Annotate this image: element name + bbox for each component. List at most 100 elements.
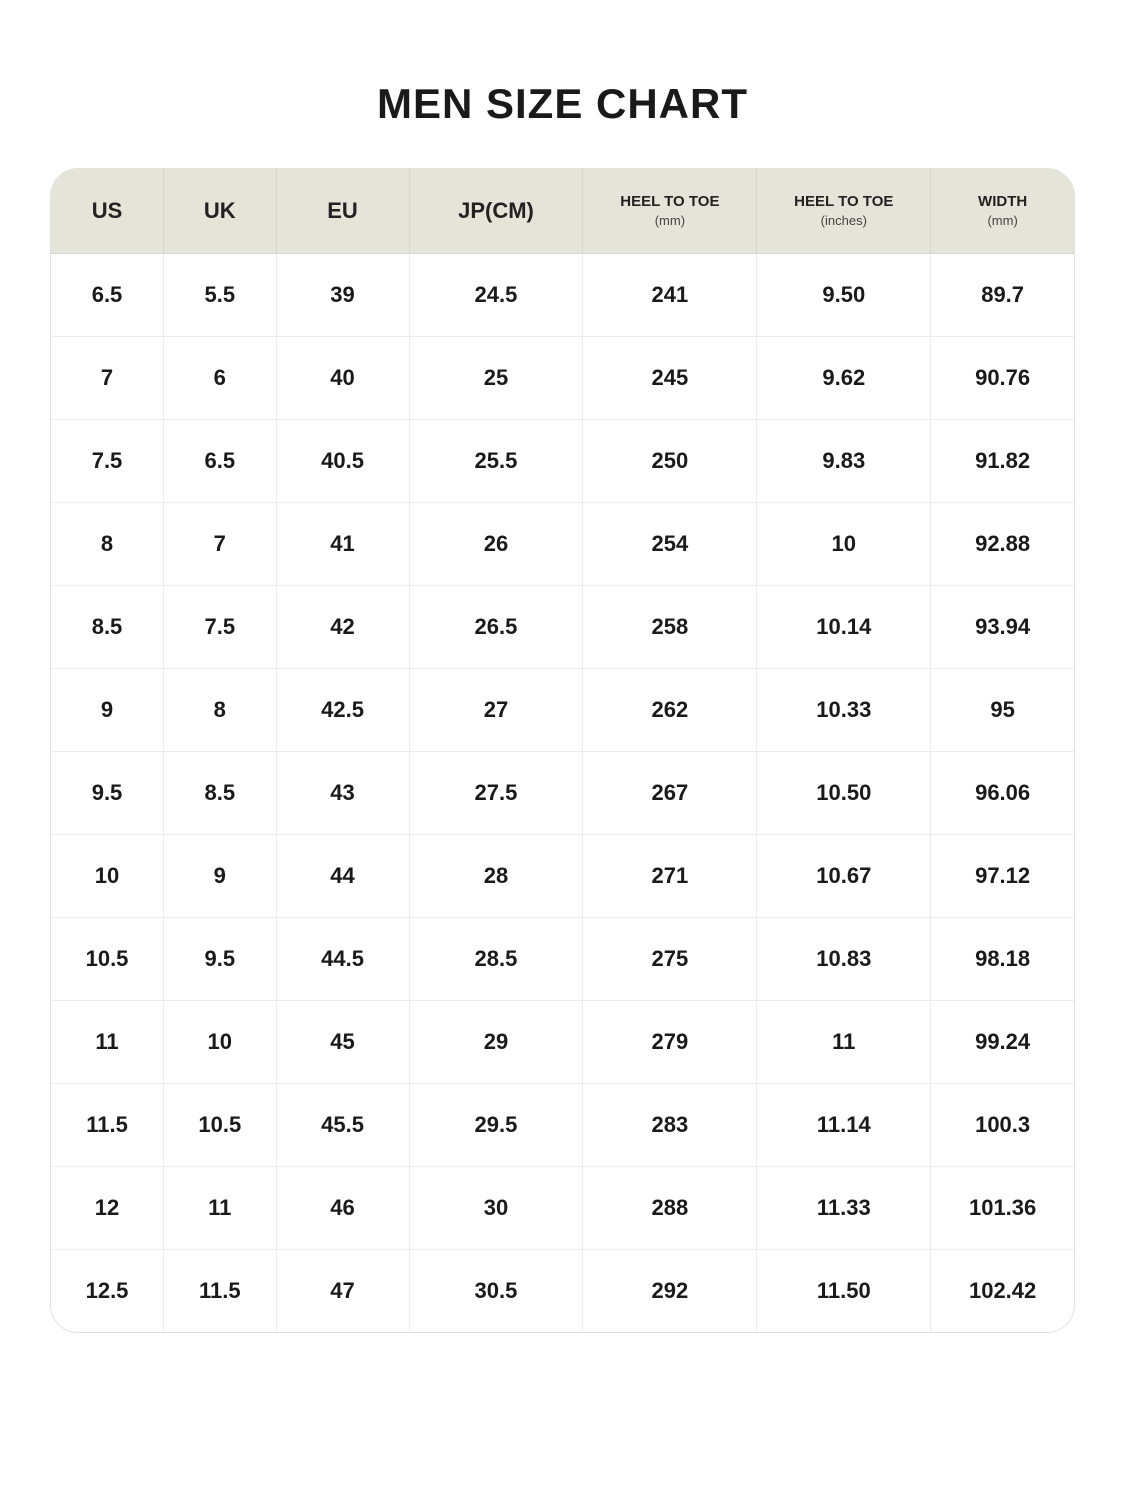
table-cell: 10 [757,502,931,585]
table-cell: 8 [51,502,164,585]
table-cell: 9 [164,834,277,917]
table-cell: 12 [51,1166,164,1249]
table-cell: 99.24 [931,1000,1074,1083]
column-header-main: US [57,198,157,224]
column-header-main: UK [170,198,270,224]
table-cell: 292 [583,1249,757,1332]
table-row: 10.59.544.528.527510.8398.18 [51,917,1074,1000]
table-cell: 245 [583,336,757,419]
table-cell: 90.76 [931,336,1074,419]
table-cell: 25 [409,336,583,419]
table-cell: 10.14 [757,585,931,668]
size-chart-table: US UK EU JP(CM) HEEL TO TOE (mm) HEEL TO TOE(i… [51,169,1074,1332]
table-cell: 11.50 [757,1249,931,1332]
table-cell: 45 [276,1000,409,1083]
chart-title: MEN SIZE CHART [50,80,1075,128]
table-cell: 10.83 [757,917,931,1000]
table-cell: 250 [583,419,757,502]
table-cell: 283 [583,1083,757,1166]
table-cell: 11.5 [51,1083,164,1166]
table-cell: 9.50 [757,253,931,336]
table-cell: 40.5 [276,419,409,502]
table-row: 9842.52726210.3395 [51,668,1074,751]
table-cell: 279 [583,1000,757,1083]
table-cell: 258 [583,585,757,668]
table-cell: 44 [276,834,409,917]
table-cell: 275 [583,917,757,1000]
table-cell: 11 [164,1166,277,1249]
column-header: UK [164,169,277,253]
table-cell: 9.5 [164,917,277,1000]
size-chart-table-wrap: US UK EU JP(CM) HEEL TO TOE (mm) HEEL TO TOE(i… [50,168,1075,1333]
table-cell: 11 [51,1000,164,1083]
table-cell: 241 [583,253,757,336]
table-cell: 262 [583,668,757,751]
column-header: US [51,169,164,253]
table-cell: 11 [757,1000,931,1083]
table-cell: 95 [931,668,1074,751]
table-cell: 254 [583,502,757,585]
table-cell: 7 [164,502,277,585]
table-cell: 8.5 [51,585,164,668]
table-cell: 10.67 [757,834,931,917]
table-row: 6.55.53924.52419.5089.7 [51,253,1074,336]
table-head: US UK EU JP(CM) HEEL TO TOE (mm) HEEL TO TOE(i… [51,169,1074,253]
table-cell: 11.33 [757,1166,931,1249]
column-header: HEEL TO TOE(inches) [757,169,931,253]
table-cell: 39 [276,253,409,336]
table-cell: 7.5 [51,419,164,502]
table-cell: 11.5 [164,1249,277,1332]
table-row: 7.56.540.525.52509.8391.82 [51,419,1074,502]
table-cell: 8.5 [164,751,277,834]
table-row: 8741262541092.88 [51,502,1074,585]
table-cell: 271 [583,834,757,917]
table-cell: 42 [276,585,409,668]
table-row: 8.57.54226.525810.1493.94 [51,585,1074,668]
table-cell: 30.5 [409,1249,583,1332]
table-cell: 44.5 [276,917,409,1000]
column-header: JP(CM) [409,169,583,253]
column-header-main: EU [283,198,403,224]
table-cell: 11.14 [757,1083,931,1166]
table-cell: 101.36 [931,1166,1074,1249]
table-cell: 25.5 [409,419,583,502]
table-row: 11.510.545.529.528311.14100.3 [51,1083,1074,1166]
table-body: 6.55.53924.52419.5089.77640252459.6290.7… [51,253,1074,1332]
table-cell: 97.12 [931,834,1074,917]
table-cell: 9.5 [51,751,164,834]
column-header-main: JP(CM) [416,198,577,224]
table-cell: 26 [409,502,583,585]
table-cell: 5.5 [164,253,277,336]
table-cell: 6.5 [164,419,277,502]
table-cell: 8 [164,668,277,751]
table-cell: 42.5 [276,668,409,751]
table-cell: 41 [276,502,409,585]
table-cell: 24.5 [409,253,583,336]
table-cell: 100.3 [931,1083,1074,1166]
table-cell: 267 [583,751,757,834]
table-cell: 288 [583,1166,757,1249]
table-cell: 10.50 [757,751,931,834]
table-row: 109442827110.6797.12 [51,834,1074,917]
table-cell: 102.42 [931,1249,1074,1332]
header-row: US UK EU JP(CM) HEEL TO TOE (mm) HEEL TO TOE(i… [51,169,1074,253]
table-cell: 43 [276,751,409,834]
table-cell: 40 [276,336,409,419]
column-header: HEEL TO TOE (mm) [583,169,757,253]
table-cell: 96.06 [931,751,1074,834]
table-cell: 12.5 [51,1249,164,1332]
table-cell: 89.7 [931,253,1074,336]
table-cell: 10.33 [757,668,931,751]
table-cell: 10.5 [51,917,164,1000]
table-cell: 10 [51,834,164,917]
table-cell: 29 [409,1000,583,1083]
table-cell: 98.18 [931,917,1074,1000]
table-cell: 28 [409,834,583,917]
column-header-main: HEEL TO TOE [589,193,750,211]
column-header-sub: (mm) [589,213,750,229]
table-row: 12.511.54730.529211.50102.42 [51,1249,1074,1332]
table-cell: 10 [164,1000,277,1083]
table-cell: 29.5 [409,1083,583,1166]
table-cell: 91.82 [931,419,1074,502]
table-cell: 93.94 [931,585,1074,668]
